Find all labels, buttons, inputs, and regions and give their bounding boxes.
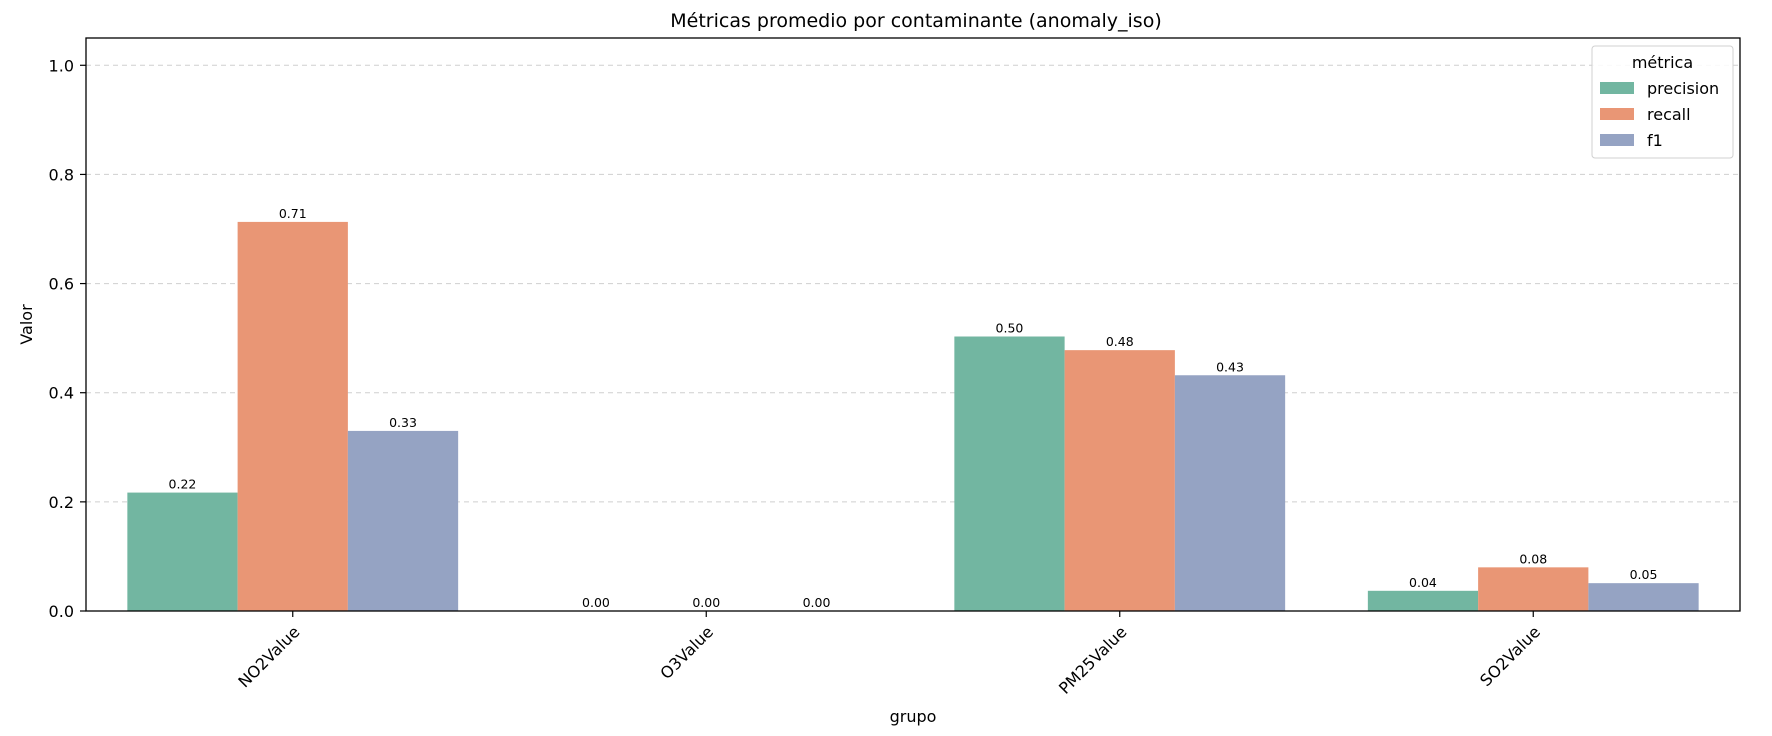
data-label: 0.33 [389,415,417,430]
legend-swatch-precision [1600,82,1634,94]
legend-swatch-f1 [1600,134,1634,146]
data-label: 0.04 [1409,575,1437,590]
y-tick-label: 0.4 [49,384,74,403]
data-label: 0.48 [1106,334,1134,349]
data-label: 0.43 [1216,359,1244,374]
bar-recall [237,221,348,612]
y-tick-label: 0.6 [49,275,74,294]
x-tick-label: PM25Value [1055,622,1130,697]
data-label: 0.71 [279,206,307,221]
bar-recall [1478,567,1589,611]
data-label: 0.22 [169,477,197,492]
x-tick-label: O3Value [656,622,717,683]
bar-precision [1367,590,1479,611]
grid [86,64,1740,503]
x-axis: NO2Value O3Value PM25Value SO2Value [234,611,1544,698]
bar-f1 [347,430,459,611]
data-labels: 0.22 0.71 0.33 0.00 0.00 0.00 0.50 0.48 0.43 0.04… [169,206,1658,610]
y-tick-label: 0.0 [49,602,74,621]
x-tick-label: SO2Value [1476,622,1544,690]
data-label: 0.00 [803,595,831,610]
legend-entry-f1: f1 [1647,131,1663,150]
y-axis: 0.0 0.2 0.4 0.6 0.8 1.0 [49,56,86,621]
plot-frame [85,37,1741,612]
data-label: 0.50 [996,321,1024,336]
bars [127,221,1699,612]
legend: métrica precision recall f1 [1591,45,1734,159]
x-tick-label: NO2Value [234,622,303,691]
legend-title: métrica [1632,53,1693,72]
legend-entry-recall: recall [1647,105,1691,124]
bar-precision [954,336,1065,611]
legend-swatch-recall [1600,108,1634,120]
data-label: 0.00 [692,595,720,610]
data-label: 0.00 [582,595,610,610]
bar-f1 [1588,583,1699,611]
data-label: 0.08 [1519,551,1547,566]
x-axis-label: grupo [890,707,937,726]
legend-entry-precision: precision [1647,79,1719,98]
y-tick-label: 0.2 [49,493,74,512]
data-label: 0.05 [1630,567,1658,582]
bar-precision [127,492,238,611]
legend-box [1591,45,1734,159]
bar-recall [1064,350,1175,611]
y-axis-label: Valor [17,304,36,345]
y-tick-label: 1.0 [49,56,74,75]
bar-f1 [1174,375,1286,611]
chart-title: Métricas promedio por contaminante (anom… [670,10,1161,32]
y-tick-label: 0.8 [49,165,74,184]
